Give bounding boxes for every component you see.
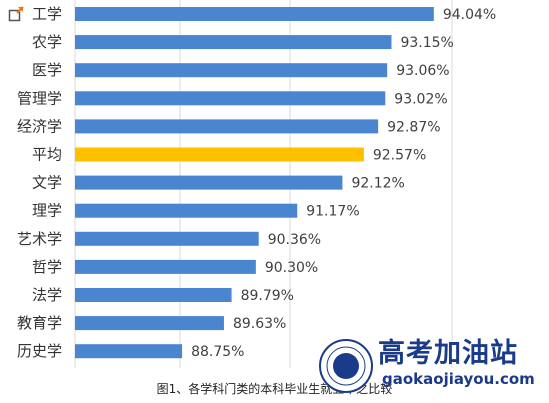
value-label: 90.30% [265,260,318,276]
value-label: 91.17% [306,204,359,220]
value-labels: 94.04% 93.15% 93.06% 93.02% 92.87% 92.57% 92.1… [191,7,496,360]
category-label: 艺术学 [17,230,62,248]
bar [75,288,232,302]
value-label: 90.36% [268,232,321,248]
category-label: 哲学 [32,258,62,276]
bar [75,259,256,274]
bar [75,203,298,218]
value-label: 88.75% [191,344,244,360]
value-label: 92.57% [373,148,426,164]
value-label: 93.06% [396,63,449,79]
category-label: 教育学 [17,314,62,332]
bar [75,91,386,106]
category-label: 工学 [32,5,62,23]
bar-average [75,147,364,162]
watermark-url: gaokaojiayou.com [382,370,535,388]
category-label: 平均 [32,146,62,164]
value-label: 89.79% [241,288,294,304]
category-label: 医学 [32,61,62,79]
category-label: 文学 [32,174,62,192]
category-label: 农学 [32,33,62,51]
value-label: 89.63% [233,316,286,332]
bar [75,231,259,246]
category-label: 经济学 [17,117,62,135]
bar [75,63,388,78]
category-label: 历史学 [17,342,62,360]
value-label: 94.04% [443,7,496,23]
value-label: 92.87% [387,119,440,135]
watermark-logo [319,339,373,393]
category-label: 管理学 [17,89,62,107]
watermark-name: 高考加油站 [378,338,518,369]
bars [75,7,434,359]
category-label: 法学 [32,286,62,304]
category-label: 理学 [32,202,62,220]
bar [75,344,183,359]
value-label: 92.12% [351,176,404,192]
value-label: 93.02% [394,91,447,107]
expand-icon[interactable] [8,6,24,22]
bar [75,175,343,190]
bar [75,119,379,134]
bar [75,35,392,50]
value-label: 93.15% [400,35,453,51]
bar [75,7,434,21]
bar [75,316,224,331]
